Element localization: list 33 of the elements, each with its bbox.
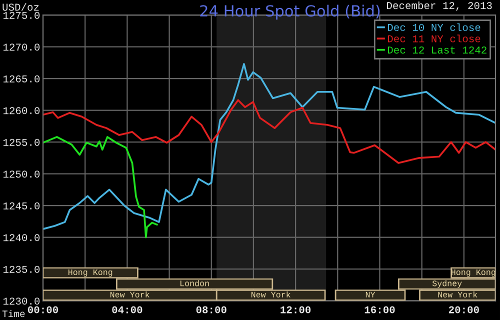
y-tick-label: 1235.0 [3,266,40,273]
legend-label: Dec 12 Last 1242 [388,46,486,54]
line-series [43,63,496,230]
y-tick-label: 1250.0 [3,170,40,178]
line-series [43,99,496,164]
data-label: Hong Kong [68,269,112,277]
legend-label: Dec 10 NY close [388,23,480,32]
chart-title: 24 Hour Spot Gold (Bid) [200,4,380,20]
x-tick-label: 04:00 [112,306,142,314]
chart-subtitle: December 12, 2013 [387,1,492,11]
data-label: New York [110,291,150,298]
x-tick-label: 12:00 [280,306,311,314]
data-label: Sydney [432,280,462,288]
y-tick-label: 1270.0 [3,44,40,51]
line-series [43,136,158,238]
y-tick-label: 1275.0 [3,12,40,19]
y-tick-label: 1265.0 [3,75,40,82]
data-label: NY [366,292,376,298]
x-tick-label: 00:00 [28,306,58,314]
y-tick-label: 1245.0 [3,202,40,210]
x-tick-label: 20:00 [448,306,479,314]
y-tick-label: 1230.0 [3,298,40,305]
y-tick-label: 1240.0 [3,234,40,242]
y-tick-label: 1255.0 [3,138,40,146]
y-axis-title: USD/oz [2,3,39,11]
x-tick-label: 16:00 [364,306,395,314]
y-tick-label: 1260.0 [3,107,40,114]
x-tick-label: 08:00 [196,306,226,314]
x-axis-title: Time [2,310,25,318]
data-label: New York [438,291,478,298]
data-label: London [180,280,209,286]
data-label: New York [251,291,290,298]
legend-label: Dec 11 NY close [388,34,480,42]
